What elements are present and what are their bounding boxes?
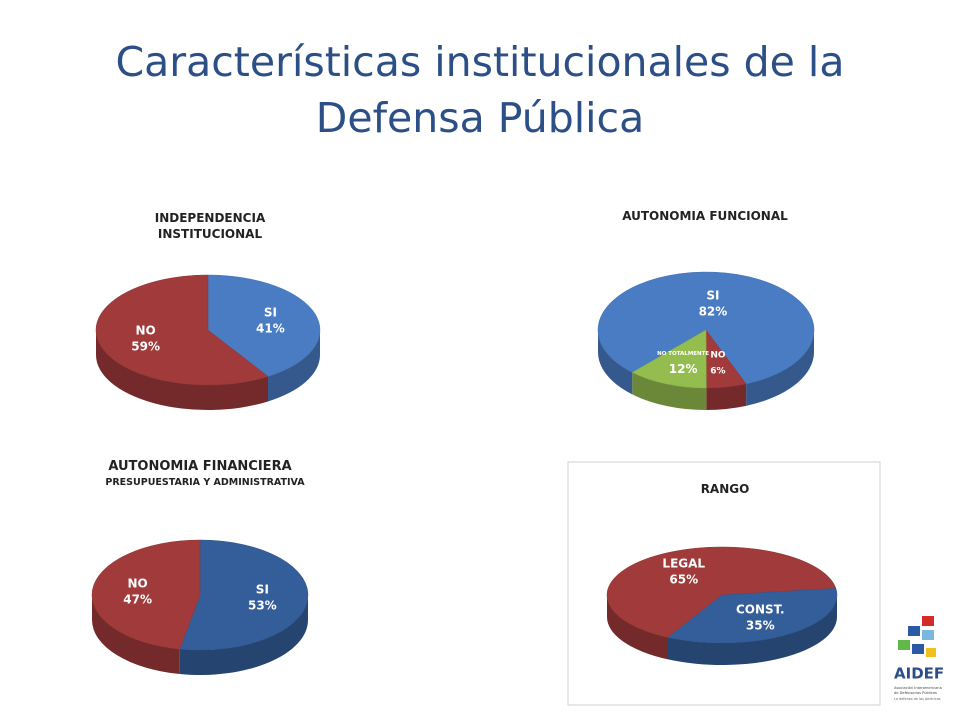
slice-category: NO	[710, 351, 726, 361]
pie-sides	[92, 595, 308, 675]
slice-category: CONST.	[736, 602, 785, 616]
pie-tops	[606, 546, 838, 644]
pie-slice	[631, 329, 707, 389]
logo-square	[926, 648, 936, 657]
pie-labels: SI 53% NO 47%	[123, 576, 276, 612]
logo-square	[922, 616, 934, 626]
logo: AIDEF Asociación Interamericana de Defen…	[894, 616, 944, 701]
slice-side	[607, 595, 669, 660]
pie-slice	[667, 588, 838, 644]
pie-tops	[91, 539, 309, 651]
pie-slice	[179, 539, 309, 651]
logo-text: Asociación Interamericana	[894, 686, 942, 690]
pie-sides	[598, 330, 814, 410]
pie-labels: SI 41% NO 59%	[131, 306, 284, 354]
pie-slice	[606, 546, 837, 638]
pie-sides	[607, 595, 837, 665]
slice-category: SI	[264, 306, 277, 320]
pie: LEGAL 65% CONST. 35%	[606, 546, 838, 665]
slice-side	[96, 330, 269, 411]
logo-name: AIDEF	[894, 665, 944, 683]
slice-category: NO	[135, 323, 155, 337]
pie-tops	[95, 274, 321, 386]
pie: SI 53% NO 47%	[91, 539, 309, 675]
slice-side	[92, 595, 180, 675]
slice-side	[268, 330, 320, 402]
logo-text: de Defensorías Públicas	[894, 691, 937, 695]
slide-title: Características institucionales de la De…	[115, 38, 845, 142]
slice-category: NO TOTALMENTE	[657, 351, 709, 357]
pie-labels: SI 82% NO 6% NO TOTALMENTE 12%	[657, 288, 727, 376]
slice-side	[668, 595, 837, 665]
slice-value-label: 53%	[248, 599, 277, 613]
logo-square	[922, 630, 934, 640]
pie-sides	[96, 330, 320, 411]
slice-category: SI	[256, 583, 269, 597]
slice-side	[706, 383, 747, 410]
chart-title: AUTONOMIA FUNCIONAL	[622, 209, 788, 223]
slice-value-label: 41%	[256, 322, 285, 336]
pie-slice	[95, 274, 269, 386]
logo-text: La defensa de las Américas	[894, 697, 941, 701]
slice-value-label: 82%	[699, 304, 728, 318]
slice-value-label: 12%	[669, 362, 698, 376]
chart-title: RANGO	[700, 482, 750, 496]
pie: SI 41% NO 59%	[95, 274, 321, 411]
logo-square	[908, 626, 920, 636]
chart-subtitle: PRESUPUESTARIA Y ADMINISTRATIVA	[105, 477, 305, 488]
pie-slice	[207, 274, 321, 377]
pie-slice	[91, 539, 201, 650]
slice-value-label: 47%	[123, 592, 152, 606]
pie: SI 82% NO 6% NO TOTALMENTE 12%	[597, 271, 815, 410]
logo-square	[912, 644, 924, 654]
pie-tops	[597, 271, 815, 389]
slice-category: NO	[128, 576, 148, 590]
chart-frame	[567, 461, 881, 706]
slice-side	[598, 330, 633, 395]
chart-title: AUTONOMIA FINANCIERA	[108, 459, 292, 474]
pie-labels: LEGAL 65% CONST. 35%	[662, 557, 784, 633]
pie-slice	[597, 271, 815, 385]
slice-value-label: 59%	[131, 339, 160, 353]
slice-side	[746, 330, 814, 406]
slice-category: LEGAL	[662, 557, 705, 571]
slice-value-label: 35%	[746, 618, 775, 632]
slice-value-label: 6%	[710, 367, 725, 377]
logo-square	[898, 640, 910, 650]
slice-value-label: 65%	[669, 573, 698, 587]
chart-title: INDEPENDENCIA INSTITUCIONAL	[154, 211, 266, 241]
slice-side	[179, 595, 308, 675]
slice-side	[632, 372, 707, 410]
slice-category: SI	[706, 288, 719, 302]
